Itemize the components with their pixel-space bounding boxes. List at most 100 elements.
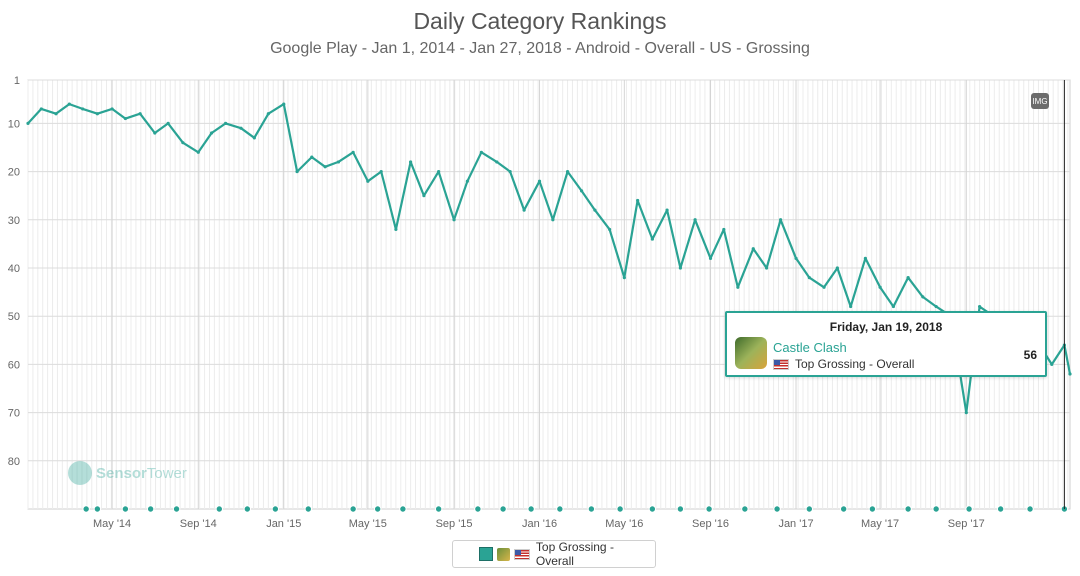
y-tick-label: 80 bbox=[8, 456, 20, 468]
data-point bbox=[422, 194, 426, 198]
event-markers bbox=[82, 505, 1069, 513]
event-marker bbox=[271, 505, 280, 513]
data-point bbox=[678, 266, 682, 270]
data-point bbox=[579, 189, 584, 193]
event-marker bbox=[121, 505, 130, 513]
x-tick-label: Jan '15 bbox=[266, 518, 301, 530]
data-point bbox=[537, 179, 542, 183]
x-tick-label: May '14 bbox=[93, 518, 131, 530]
y-tick-label: 40 bbox=[8, 263, 20, 275]
data-point bbox=[921, 295, 925, 299]
data-point bbox=[794, 256, 798, 260]
data-point bbox=[665, 208, 669, 212]
tooltip-date: Friday, Jan 19, 2018 bbox=[829, 320, 943, 334]
data-point bbox=[282, 102, 286, 106]
data-point bbox=[863, 256, 867, 260]
data-point bbox=[138, 112, 142, 116]
event-marker bbox=[648, 505, 657, 513]
y-tick-label: 50 bbox=[8, 311, 20, 323]
data-point bbox=[736, 285, 740, 289]
event-marker bbox=[587, 505, 596, 513]
data-point bbox=[351, 150, 355, 154]
data-point bbox=[123, 116, 128, 121]
event-marker bbox=[146, 505, 155, 513]
event-marker bbox=[373, 505, 382, 513]
legend-label: Top Grossing - Overall bbox=[535, 540, 614, 568]
data-point bbox=[708, 256, 713, 260]
y-tick-label: 20 bbox=[8, 167, 20, 179]
app-icon bbox=[735, 337, 767, 369]
data-point bbox=[209, 131, 214, 135]
data-point bbox=[336, 160, 341, 164]
event-marker bbox=[172, 505, 181, 513]
data-point bbox=[636, 198, 640, 203]
data-point bbox=[26, 121, 30, 125]
sensortower-watermark: SensorTower bbox=[68, 461, 187, 485]
data-point bbox=[181, 141, 185, 145]
chart-title: Daily Category Rankings bbox=[413, 8, 667, 34]
data-point bbox=[1050, 362, 1054, 366]
chart-legend[interactable]: Top Grossing - Overall bbox=[452, 540, 656, 568]
x-tick-label: Sep '17 bbox=[948, 518, 985, 530]
event-marker bbox=[1026, 505, 1034, 513]
data-point bbox=[565, 169, 570, 174]
data-point bbox=[822, 285, 826, 289]
event-marker bbox=[741, 505, 749, 513]
event-marker bbox=[932, 505, 940, 513]
data-point bbox=[452, 218, 456, 222]
event-marker bbox=[773, 505, 781, 513]
data-point bbox=[310, 155, 314, 159]
data-point bbox=[650, 237, 654, 241]
data-point bbox=[465, 179, 469, 183]
event-marker bbox=[839, 505, 848, 513]
data-point bbox=[409, 160, 413, 164]
data-point bbox=[934, 304, 938, 309]
data-point bbox=[394, 227, 398, 232]
data-point bbox=[239, 126, 243, 130]
event-marker bbox=[527, 505, 535, 513]
data-point bbox=[878, 285, 882, 289]
legend-color-swatch bbox=[479, 547, 493, 561]
sensortower-logo-icon bbox=[68, 461, 92, 485]
data-point bbox=[622, 276, 626, 280]
data-point bbox=[95, 112, 99, 116]
tooltip-rank: 56 bbox=[1023, 348, 1037, 362]
chart-subtitle: Google Play - Jan 1, 2014 - Jan 27, 2018… bbox=[270, 40, 810, 57]
data-point bbox=[153, 131, 157, 135]
data-point bbox=[39, 107, 43, 111]
event-marker bbox=[904, 505, 912, 513]
data-point bbox=[849, 304, 853, 309]
tooltip-app-name[interactable]: Castle Clash bbox=[773, 340, 847, 355]
event-marker bbox=[243, 505, 252, 513]
event-marker bbox=[499, 505, 507, 513]
event-marker bbox=[868, 505, 877, 513]
data-point bbox=[252, 136, 256, 140]
watermark-brand: Sensor bbox=[96, 464, 147, 482]
data-point bbox=[67, 102, 71, 106]
x-tick-label: Sep '16 bbox=[692, 518, 729, 530]
event-marker bbox=[215, 505, 224, 513]
y-tick-label: 30 bbox=[8, 215, 20, 227]
data-point bbox=[906, 276, 910, 280]
event-marker bbox=[805, 505, 814, 513]
event-marker bbox=[705, 505, 713, 513]
data-point bbox=[608, 227, 612, 232]
data-point bbox=[891, 304, 896, 309]
event-marker bbox=[474, 505, 482, 513]
us-flag-icon bbox=[773, 358, 789, 370]
y-tick-label: 60 bbox=[8, 359, 20, 371]
export-image-button[interactable]: IMG bbox=[1031, 93, 1049, 109]
data-point bbox=[266, 112, 270, 116]
event-marker bbox=[434, 505, 443, 513]
data-point bbox=[323, 165, 327, 169]
event-marker bbox=[304, 505, 312, 513]
data-point bbox=[551, 218, 555, 222]
data-point bbox=[778, 218, 783, 222]
data-point bbox=[807, 276, 811, 280]
data-point bbox=[81, 107, 85, 111]
data-point bbox=[295, 169, 299, 174]
data-point bbox=[1068, 372, 1072, 376]
event-marker bbox=[556, 505, 564, 513]
y-tick-label: 10 bbox=[8, 118, 20, 130]
data-point bbox=[964, 410, 968, 415]
